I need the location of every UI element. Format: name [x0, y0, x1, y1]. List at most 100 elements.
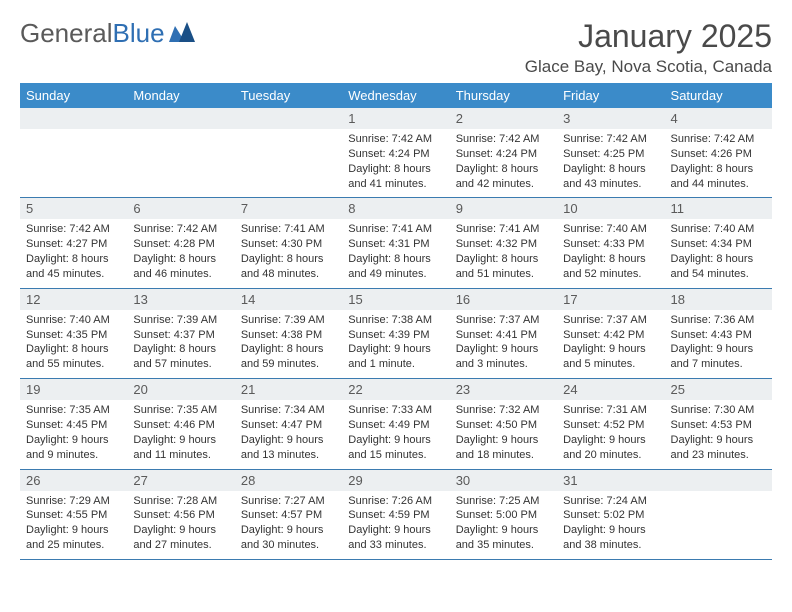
day-number: 1	[342, 108, 449, 129]
day-number	[665, 470, 772, 491]
day-number: 17	[557, 289, 664, 310]
brand-logo: GeneralBlue	[20, 18, 195, 49]
day-number: 12	[20, 289, 127, 310]
calendar-day-cell: 10Sunrise: 7:40 AMSunset: 4:33 PMDayligh…	[557, 198, 664, 288]
day-body	[235, 129, 342, 138]
day-body: Sunrise: 7:35 AMSunset: 4:45 PMDaylight:…	[20, 400, 127, 468]
month-title: January 2025	[525, 18, 772, 55]
day-body	[665, 491, 772, 500]
weekday-header: Thursday	[450, 83, 557, 108]
day-number: 13	[127, 289, 234, 310]
weekday-header: Wednesday	[342, 83, 449, 108]
day-number: 5	[20, 198, 127, 219]
day-number	[127, 108, 234, 129]
calendar-day-cell: 1Sunrise: 7:42 AMSunset: 4:24 PMDaylight…	[342, 108, 449, 198]
day-number: 22	[342, 379, 449, 400]
weekday-header: Saturday	[665, 83, 772, 108]
calendar-day-cell	[665, 469, 772, 559]
calendar-head: SundayMondayTuesdayWednesdayThursdayFrid…	[20, 83, 772, 108]
day-body: Sunrise: 7:38 AMSunset: 4:39 PMDaylight:…	[342, 310, 449, 378]
day-body: Sunrise: 7:28 AMSunset: 4:56 PMDaylight:…	[127, 491, 234, 559]
day-body: Sunrise: 7:42 AMSunset: 4:25 PMDaylight:…	[557, 129, 664, 197]
calendar-table: SundayMondayTuesdayWednesdayThursdayFrid…	[20, 83, 772, 560]
calendar-day-cell: 22Sunrise: 7:33 AMSunset: 4:49 PMDayligh…	[342, 379, 449, 469]
calendar-day-cell: 27Sunrise: 7:28 AMSunset: 4:56 PMDayligh…	[127, 469, 234, 559]
day-body: Sunrise: 7:42 AMSunset: 4:26 PMDaylight:…	[665, 129, 772, 197]
day-number: 24	[557, 379, 664, 400]
calendar-day-cell: 3Sunrise: 7:42 AMSunset: 4:25 PMDaylight…	[557, 108, 664, 198]
day-body: Sunrise: 7:40 AMSunset: 4:35 PMDaylight:…	[20, 310, 127, 378]
day-number: 19	[20, 379, 127, 400]
calendar-week-row: 26Sunrise: 7:29 AMSunset: 4:55 PMDayligh…	[20, 469, 772, 559]
calendar-day-cell: 8Sunrise: 7:41 AMSunset: 4:31 PMDaylight…	[342, 198, 449, 288]
calendar-day-cell: 24Sunrise: 7:31 AMSunset: 4:52 PMDayligh…	[557, 379, 664, 469]
day-body: Sunrise: 7:36 AMSunset: 4:43 PMDaylight:…	[665, 310, 772, 378]
day-number: 11	[665, 198, 772, 219]
calendar-day-cell: 17Sunrise: 7:37 AMSunset: 4:42 PMDayligh…	[557, 288, 664, 378]
weekday-header: Sunday	[20, 83, 127, 108]
day-number: 30	[450, 470, 557, 491]
calendar-day-cell: 26Sunrise: 7:29 AMSunset: 4:55 PMDayligh…	[20, 469, 127, 559]
calendar-day-cell: 11Sunrise: 7:40 AMSunset: 4:34 PMDayligh…	[665, 198, 772, 288]
calendar-day-cell: 15Sunrise: 7:38 AMSunset: 4:39 PMDayligh…	[342, 288, 449, 378]
day-body: Sunrise: 7:25 AMSunset: 5:00 PMDaylight:…	[450, 491, 557, 559]
day-body: Sunrise: 7:34 AMSunset: 4:47 PMDaylight:…	[235, 400, 342, 468]
day-number	[20, 108, 127, 129]
day-number: 18	[665, 289, 772, 310]
weekday-header: Tuesday	[235, 83, 342, 108]
day-body: Sunrise: 7:31 AMSunset: 4:52 PMDaylight:…	[557, 400, 664, 468]
calendar-day-cell: 9Sunrise: 7:41 AMSunset: 4:32 PMDaylight…	[450, 198, 557, 288]
day-body: Sunrise: 7:37 AMSunset: 4:41 PMDaylight:…	[450, 310, 557, 378]
day-number: 28	[235, 470, 342, 491]
day-body: Sunrise: 7:33 AMSunset: 4:49 PMDaylight:…	[342, 400, 449, 468]
header: GeneralBlue January 2025 Glace Bay, Nova…	[20, 18, 772, 77]
day-body: Sunrise: 7:39 AMSunset: 4:37 PMDaylight:…	[127, 310, 234, 378]
day-number: 4	[665, 108, 772, 129]
calendar-week-row: 19Sunrise: 7:35 AMSunset: 4:45 PMDayligh…	[20, 379, 772, 469]
day-body: Sunrise: 7:35 AMSunset: 4:46 PMDaylight:…	[127, 400, 234, 468]
day-body: Sunrise: 7:27 AMSunset: 4:57 PMDaylight:…	[235, 491, 342, 559]
calendar-day-cell: 31Sunrise: 7:24 AMSunset: 5:02 PMDayligh…	[557, 469, 664, 559]
title-block: January 2025 Glace Bay, Nova Scotia, Can…	[525, 18, 772, 77]
day-body: Sunrise: 7:37 AMSunset: 4:42 PMDaylight:…	[557, 310, 664, 378]
day-body: Sunrise: 7:42 AMSunset: 4:27 PMDaylight:…	[20, 219, 127, 287]
day-number: 2	[450, 108, 557, 129]
calendar-day-cell: 14Sunrise: 7:39 AMSunset: 4:38 PMDayligh…	[235, 288, 342, 378]
calendar-day-cell: 18Sunrise: 7:36 AMSunset: 4:43 PMDayligh…	[665, 288, 772, 378]
day-body	[127, 129, 234, 138]
day-body: Sunrise: 7:41 AMSunset: 4:32 PMDaylight:…	[450, 219, 557, 287]
calendar-day-cell: 25Sunrise: 7:30 AMSunset: 4:53 PMDayligh…	[665, 379, 772, 469]
day-body: Sunrise: 7:32 AMSunset: 4:50 PMDaylight:…	[450, 400, 557, 468]
location: Glace Bay, Nova Scotia, Canada	[525, 57, 772, 77]
calendar-day-cell: 29Sunrise: 7:26 AMSunset: 4:59 PMDayligh…	[342, 469, 449, 559]
calendar-day-cell: 20Sunrise: 7:35 AMSunset: 4:46 PMDayligh…	[127, 379, 234, 469]
day-number: 9	[450, 198, 557, 219]
day-body: Sunrise: 7:41 AMSunset: 4:30 PMDaylight:…	[235, 219, 342, 287]
day-number: 10	[557, 198, 664, 219]
day-body: Sunrise: 7:39 AMSunset: 4:38 PMDaylight:…	[235, 310, 342, 378]
day-body: Sunrise: 7:40 AMSunset: 4:34 PMDaylight:…	[665, 219, 772, 287]
day-number: 16	[450, 289, 557, 310]
calendar-day-cell	[235, 108, 342, 198]
brand-part2: Blue	[113, 18, 165, 49]
day-number: 15	[342, 289, 449, 310]
calendar-day-cell	[127, 108, 234, 198]
day-body: Sunrise: 7:30 AMSunset: 4:53 PMDaylight:…	[665, 400, 772, 468]
day-number: 29	[342, 470, 449, 491]
calendar-body: 1Sunrise: 7:42 AMSunset: 4:24 PMDaylight…	[20, 108, 772, 559]
calendar-day-cell: 28Sunrise: 7:27 AMSunset: 4:57 PMDayligh…	[235, 469, 342, 559]
day-number: 31	[557, 470, 664, 491]
day-body: Sunrise: 7:29 AMSunset: 4:55 PMDaylight:…	[20, 491, 127, 559]
day-number: 25	[665, 379, 772, 400]
day-body: Sunrise: 7:42 AMSunset: 4:28 PMDaylight:…	[127, 219, 234, 287]
calendar-day-cell: 12Sunrise: 7:40 AMSunset: 4:35 PMDayligh…	[20, 288, 127, 378]
day-number: 3	[557, 108, 664, 129]
calendar-day-cell: 2Sunrise: 7:42 AMSunset: 4:24 PMDaylight…	[450, 108, 557, 198]
day-body	[20, 129, 127, 138]
day-number: 6	[127, 198, 234, 219]
day-number: 23	[450, 379, 557, 400]
calendar-day-cell: 7Sunrise: 7:41 AMSunset: 4:30 PMDaylight…	[235, 198, 342, 288]
day-number: 8	[342, 198, 449, 219]
calendar-day-cell: 30Sunrise: 7:25 AMSunset: 5:00 PMDayligh…	[450, 469, 557, 559]
calendar-week-row: 1Sunrise: 7:42 AMSunset: 4:24 PMDaylight…	[20, 108, 772, 198]
